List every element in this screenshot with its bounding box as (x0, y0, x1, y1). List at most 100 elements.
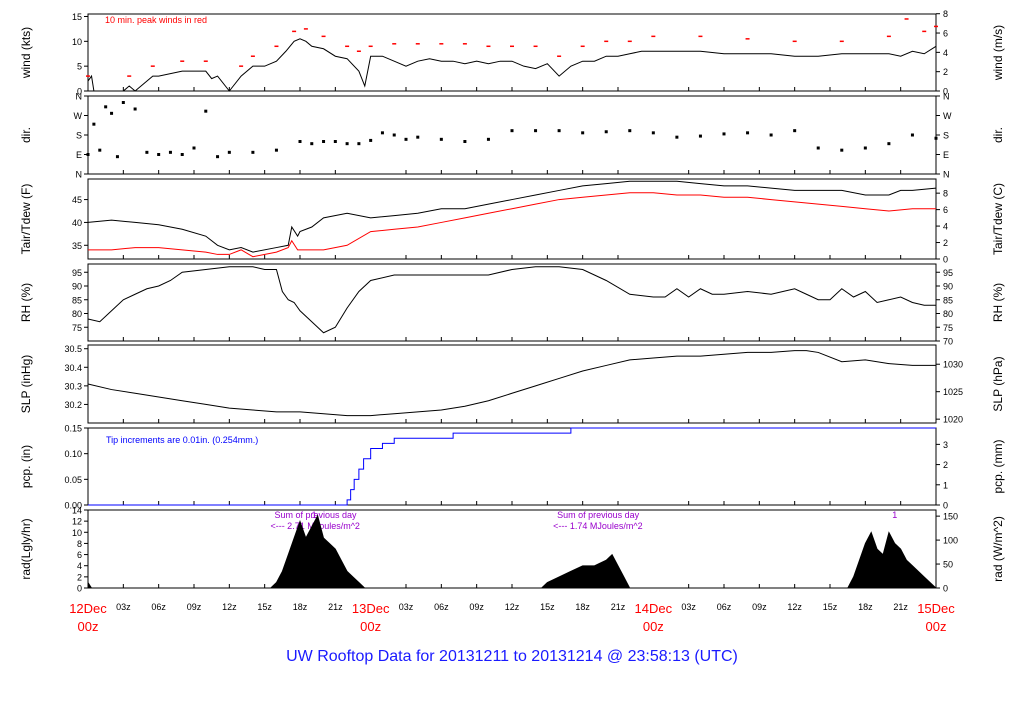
panel-temp: 35 40 45 0 2 4 6 8 Tair/Tdew (F) Tair/Tdew (C) (19, 178, 1005, 265)
left-tick-label: 85 (72, 295, 82, 305)
left-tick-label: 0.00 (64, 501, 82, 511)
left-tick-label: 12 (72, 517, 82, 527)
right-tick-label: 70 (943, 337, 953, 347)
hour-tick-label: 03z (399, 602, 414, 612)
right-axis-label: rad (W/m^2) (991, 516, 1005, 582)
left-axis-label: RH (%) (19, 283, 33, 322)
hour-tick-label: 12z (787, 602, 802, 612)
series-wind (87, 38, 937, 92)
dir-point (887, 142, 891, 146)
dir-point (581, 131, 585, 135)
right-tick-label: 8 (943, 189, 948, 199)
hour-tick-label: 21z (328, 602, 343, 612)
hour-tick-label: 15z (540, 602, 555, 612)
left-tick-label: W (74, 111, 83, 121)
right-tick-label: 1025 (943, 387, 963, 397)
left-tick-label: 15 (72, 12, 82, 22)
left-tick-label: 30.2 (64, 400, 82, 410)
dir-point (104, 105, 108, 109)
right-tick-label: 75 (943, 323, 953, 333)
left-axis-label: dir. (19, 127, 33, 143)
dir-point (157, 153, 161, 156)
series-line-rh (87, 266, 936, 334)
left-tick-label: 30.3 (64, 381, 82, 391)
dir-point (557, 129, 561, 133)
dir-point (380, 131, 384, 135)
right-tick-label: 6 (943, 29, 948, 39)
right-tick-label: 4 (943, 48, 948, 58)
right-tick-label: 6 (943, 205, 948, 215)
left-tick-label: N (76, 92, 83, 102)
rad-annotation-line1: Sum of previous day (274, 510, 357, 520)
right-tick-label: N (943, 170, 950, 180)
right-tick-label: 2 (943, 238, 948, 248)
left-tick-label: 30.5 (64, 344, 82, 354)
left-tick-label: E (76, 150, 82, 160)
right-tick-label: 85 (943, 295, 953, 305)
dir-point (204, 109, 208, 113)
left-tick-label: 4 (77, 561, 82, 571)
panel-wind: 0 5 10 15 0 2 4 6 8 wind (kts) wind (m/s) (19, 9, 1005, 96)
right-tick-label: 3 (943, 440, 948, 450)
right-tick-label: 90 (943, 282, 953, 292)
left-tick-label: 0.15 (64, 424, 82, 434)
left-tick-label: 40 (72, 218, 82, 228)
dir-point (404, 137, 408, 141)
panel-pcp: 0.00 0.05 0.10 0.15 0 1 2 3 pcp. (in) pcp. (mm) (19, 424, 1005, 511)
panel-frame (87, 178, 937, 260)
hour-tick-label: 12z (505, 602, 520, 612)
hour-tick-label: 06z (434, 602, 449, 612)
dir-point (510, 129, 514, 133)
dir-point (357, 142, 361, 146)
right-tick-label: 0 (943, 255, 948, 265)
left-tick-label: 0 (77, 87, 82, 97)
left-tick-label: S (76, 131, 82, 141)
right-tick-label: 4 (943, 222, 948, 232)
hour-tick-label: 15z (823, 602, 838, 612)
pcp-annotation: Tip increments are 0.01in. (0.254mm.) (106, 435, 258, 445)
dir-point (345, 142, 349, 146)
right-tick-label: 2 (943, 67, 948, 77)
hour-tick-label: 09z (752, 602, 767, 612)
rad-marker: 1 (312, 510, 317, 520)
dir-point (698, 134, 702, 138)
date-label-hour: 00z (643, 619, 664, 634)
dir-point (769, 133, 773, 137)
dir-point (628, 129, 632, 133)
wind-annotation: 10 min. peak winds in red (105, 15, 207, 25)
panel-slp: 30.2 30.3 30.4 30.5 1020 1025 1030 SLP (inHg) SL… (19, 344, 1005, 424)
dir-point (115, 155, 119, 159)
right-tick-label: 1020 (943, 415, 963, 425)
right-axis-label: pcp. (mm) (991, 439, 1005, 493)
date-label: 15Dec (917, 601, 955, 616)
hour-tick-label: 09z (469, 602, 484, 612)
hour-tick-label: 03z (116, 602, 131, 612)
left-tick-label: 95 (72, 268, 82, 278)
left-axis-label: pcp. (in) (19, 445, 33, 488)
dir-point (793, 129, 797, 133)
right-tick-label: 80 (943, 309, 953, 319)
dir-point (227, 150, 231, 154)
dir-point (92, 122, 96, 126)
series-line-temp (87, 180, 937, 253)
date-label-hour: 00z (360, 619, 381, 634)
dir-point (722, 132, 726, 136)
left-tick-label: 45 (72, 195, 82, 205)
hour-tick-label: 21z (893, 602, 908, 612)
hour-tick-label: 15z (257, 602, 272, 612)
left-tick-label: 10 (72, 37, 82, 47)
left-axis-label: wind (kts) (19, 27, 33, 79)
left-axis-label: Tair/Tdew (F) (19, 184, 33, 255)
series-wind (86, 18, 938, 77)
series-line-temp (88, 192, 936, 258)
right-tick-label: W (943, 111, 952, 121)
left-tick-label: 0.10 (64, 449, 82, 459)
series-line-slp (87, 350, 936, 417)
series-line-wind (87, 38, 937, 92)
right-tick-label: 0 (943, 87, 948, 97)
dir-point (98, 148, 102, 152)
left-tick-label: 0.05 (64, 475, 82, 485)
dir-point (298, 140, 302, 143)
